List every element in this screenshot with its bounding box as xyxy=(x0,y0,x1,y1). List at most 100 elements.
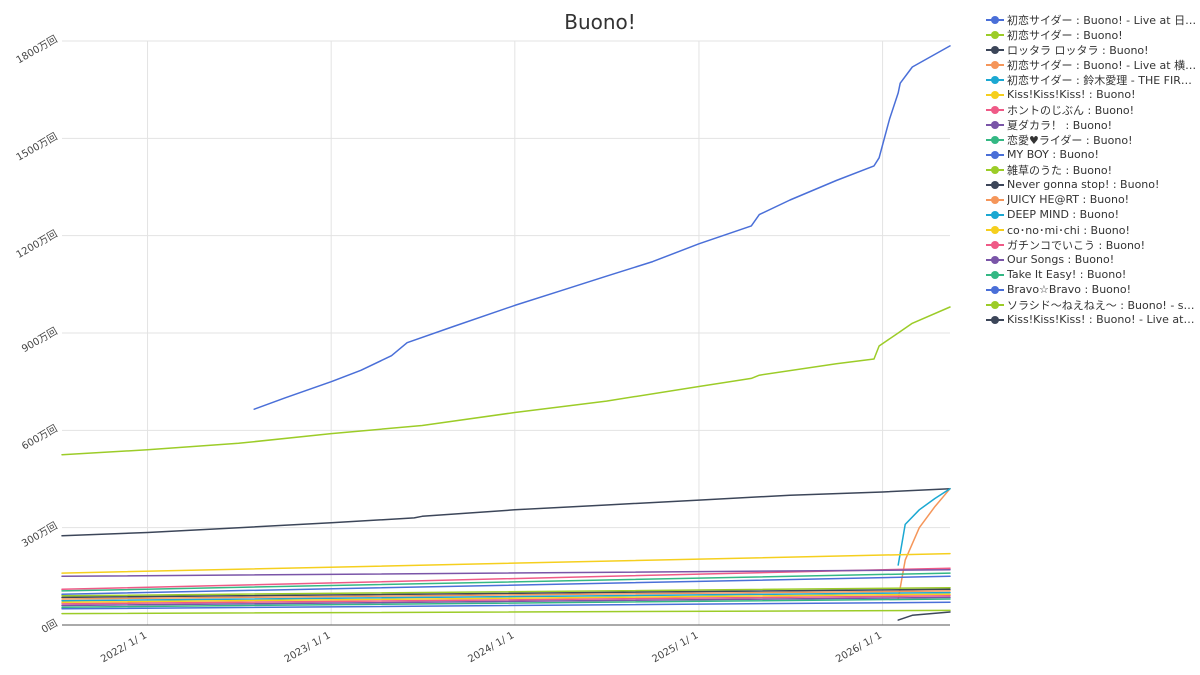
legend-item[interactable]: Take It Easy! : Buono! xyxy=(986,267,1198,282)
legend-item[interactable]: ソラシド～ねえねえ～ : Buono! - shor... xyxy=(986,297,1198,312)
legend-swatch xyxy=(986,119,1004,131)
legend-item[interactable]: DEEP MIND : Buono! xyxy=(986,207,1198,222)
y-tick-label: 1200万回 xyxy=(14,228,59,261)
grid xyxy=(62,40,950,626)
legend-item[interactable]: 恋愛♥ライダー : Buono! xyxy=(986,132,1198,147)
y-tick-label: 1500万回 xyxy=(14,131,59,164)
series-line xyxy=(897,487,951,566)
series-line xyxy=(61,487,951,537)
legend-label: 恋愛♥ライダー : Buono! xyxy=(1007,133,1133,147)
legend-item[interactable]: JUICY HE@RT : Buono! xyxy=(986,192,1198,207)
legend-swatch xyxy=(986,254,1004,266)
series-line xyxy=(61,590,951,600)
legend-swatch xyxy=(986,284,1004,296)
legend-item[interactable]: MY BOY : Buono! xyxy=(986,147,1198,162)
legend-label: 初恋サイダー : Buono! - Live at 日本... xyxy=(1007,13,1197,27)
legend-item[interactable]: Kiss!Kiss!Kiss! : Buono! - Live at ... xyxy=(986,312,1198,327)
x-tick-label: 2022/ 1/ 1 xyxy=(99,630,149,665)
series-line xyxy=(61,569,951,578)
legend-swatch xyxy=(986,239,1004,251)
series-line xyxy=(61,591,951,602)
legend-swatch xyxy=(986,89,1004,101)
legend-swatch xyxy=(986,164,1004,176)
legend-item[interactable]: ホントのじぶん : Buono! xyxy=(986,102,1198,117)
legend-swatch xyxy=(986,179,1004,191)
legend-swatch xyxy=(986,14,1004,26)
legend-label: Take It Easy! : Buono! xyxy=(1007,268,1127,281)
series-line xyxy=(253,45,951,410)
legend-swatch xyxy=(986,149,1004,161)
legend-label: 雑草のうた : Buono! xyxy=(1007,163,1113,177)
x-tick-label: 2026/ 1/ 1 xyxy=(834,630,884,665)
legend-item[interactable]: co･no･mi･chi : Buono! xyxy=(986,222,1198,237)
series-line xyxy=(897,487,951,600)
legend-item[interactable]: 初恋サイダー : Buono! xyxy=(986,27,1198,42)
y-tick-label: 1800万回 xyxy=(14,33,59,66)
series-line xyxy=(61,306,951,456)
legend-item[interactable]: ロッタラ ロッタラ : Buono! xyxy=(986,42,1198,57)
legend-label: MY BOY : Buono! xyxy=(1007,148,1099,161)
legend-label: ガチンコでいこう : Buono! xyxy=(1007,238,1146,252)
legend-swatch xyxy=(986,209,1004,221)
series-line xyxy=(61,552,951,574)
legend-label: Kiss!Kiss!Kiss! : Buono! - Live at ... xyxy=(1007,313,1197,326)
series-line xyxy=(61,567,951,591)
legend-label: ロッタラ ロッタラ : Buono! xyxy=(1007,43,1149,57)
legend-swatch xyxy=(986,224,1004,236)
y-tick-label: 900万回 xyxy=(20,325,60,355)
legend-label: co･no･mi･chi : Buono! xyxy=(1007,223,1130,237)
legend-swatch xyxy=(986,29,1004,41)
legend-item[interactable]: 初恋サイダー : 鈴木愛理 - THE FIRST... xyxy=(986,72,1198,87)
series-line xyxy=(61,593,951,604)
series-line xyxy=(61,596,951,607)
legend-swatch xyxy=(986,74,1004,86)
legend-label: 初恋サイダー : Buono! - Live at 横浜... xyxy=(1007,58,1197,72)
legend-swatch xyxy=(986,59,1004,71)
series-line xyxy=(61,575,951,595)
legend-item[interactable]: 初恋サイダー : Buono! - Live at 日本... xyxy=(986,12,1198,27)
chart-title: Buono! xyxy=(564,10,636,34)
legend-item[interactable]: 初恋サイダー : Buono! - Live at 横浜... xyxy=(986,57,1198,72)
y-tick-label: 300万回 xyxy=(20,520,60,550)
legend-label: ソラシド～ねえねえ～ : Buono! - shor... xyxy=(1007,298,1197,312)
legend-label: Kiss!Kiss!Kiss! : Buono! xyxy=(1007,88,1136,101)
legend-label: 夏ダカラ！ : Buono! xyxy=(1007,118,1113,132)
series-lines xyxy=(61,45,951,621)
y-tick-labels: 0回 300万回 600万回 900万回 1200万回 1500万回 1800万回 xyxy=(14,33,59,636)
legend-label: DEEP MIND : Buono! xyxy=(1007,208,1119,221)
legend-label: Never gonna stop! : Buono! xyxy=(1007,178,1160,191)
legend-swatch xyxy=(986,194,1004,206)
series-line xyxy=(61,598,951,608)
legend-swatch xyxy=(986,44,1004,56)
y-tick-label: 600万回 xyxy=(20,423,60,453)
legend-swatch xyxy=(986,104,1004,116)
legend-label: ホントのじぶん : Buono! xyxy=(1007,103,1135,117)
legend-item[interactable]: ガチンコでいこう : Buono! xyxy=(986,237,1198,252)
x-tick-label: 2024/ 1/ 1 xyxy=(466,630,516,665)
legend-item[interactable]: Our Songs : Buono! xyxy=(986,252,1198,267)
legend-label: 初恋サイダー : 鈴木愛理 - THE FIRST... xyxy=(1007,73,1197,87)
legend: 初恋サイダー : Buono! - Live at 日本... 初恋サイダー : … xyxy=(986,12,1198,327)
series-line xyxy=(61,601,951,610)
series-line xyxy=(61,588,951,599)
legend-swatch xyxy=(986,134,1004,146)
legend-label: Bravo☆Bravo : Buono! xyxy=(1007,283,1132,296)
legend-item[interactable]: 夏ダカラ！ : Buono! xyxy=(986,117,1198,132)
legend-swatch xyxy=(986,314,1004,326)
x-tick-labels: 2022/ 1/ 1 2023/ 1/ 1 2024/ 1/ 1 2025/ 1/ 1… xyxy=(99,630,884,665)
legend-item[interactable]: Kiss!Kiss!Kiss! : Buono! xyxy=(986,87,1198,102)
legend-item[interactable]: Never gonna stop! : Buono! xyxy=(986,177,1198,192)
x-tick-label: 2025/ 1/ 1 xyxy=(651,630,701,665)
legend-item[interactable]: Bravo☆Bravo : Buono! xyxy=(986,282,1198,297)
series-line xyxy=(61,572,951,592)
series-line xyxy=(61,586,951,597)
y-tick-label: 0回 xyxy=(39,617,59,636)
series-line xyxy=(61,609,951,615)
legend-label: 初恋サイダー : Buono! xyxy=(1007,28,1123,42)
legend-item[interactable]: 雑草のうた : Buono! xyxy=(986,162,1198,177)
legend-swatch xyxy=(986,299,1004,311)
legend-label: Our Songs : Buono! xyxy=(1007,253,1115,266)
x-tick-label: 2023/ 1/ 1 xyxy=(283,630,333,665)
series-line xyxy=(897,611,951,621)
